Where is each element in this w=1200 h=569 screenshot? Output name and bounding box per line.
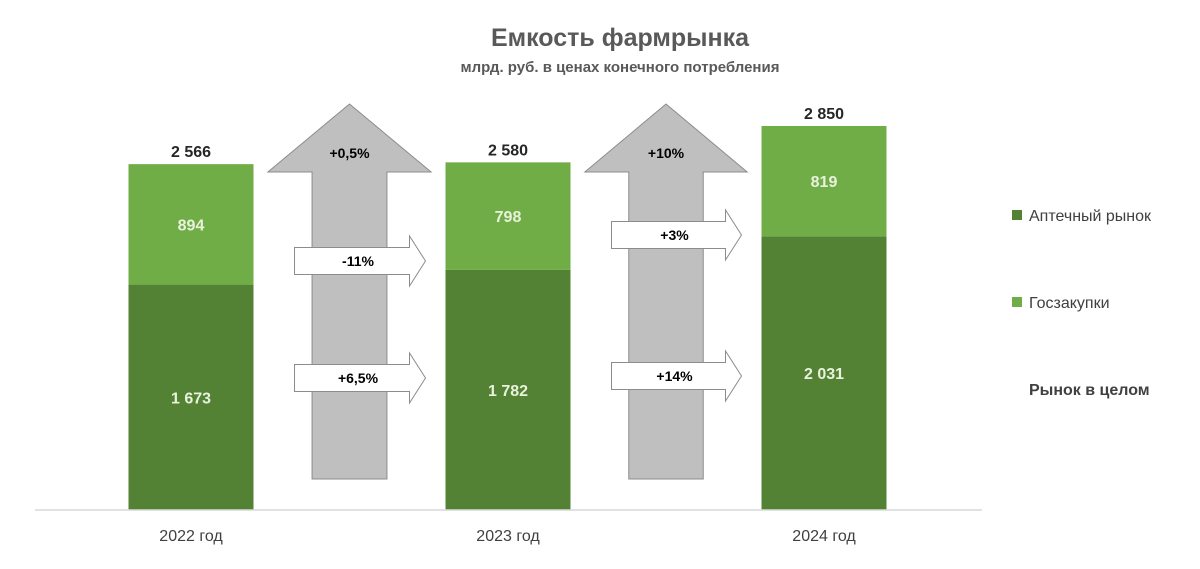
bar-pharmacy [761,236,887,510]
pharmacy-growth-label: +14% [656,368,693,384]
total-label: 2 566 [171,144,211,161]
gov-growth-label: -11% [342,253,374,269]
gov-growth-arrow [294,234,427,288]
data-label: 2 031 [804,366,844,383]
bar-gov [128,164,254,285]
legend-label-total: Рынок в целом [1029,382,1150,399]
total-label: 2 850 [804,106,844,123]
total-growth-label: +0,5% [329,145,370,161]
data-label: 819 [811,174,838,191]
legend-label-pharmacy: Аптечный рынок [1029,208,1152,225]
total-label: 2 580 [488,142,528,159]
bars: 1 673 894 2 566 1 782 798 2 580 2 031 819 2 850 [128,106,887,510]
x-tick-label: 2022 год [159,528,223,545]
data-label: 1 673 [171,390,211,407]
x-axis-labels: 2022 год 2023 год 2024 год [159,528,856,545]
pharmacy-growth-label: +6,5% [338,370,379,386]
data-label: 1 782 [488,383,528,400]
legend-label-gov: Госзакупки [1029,295,1110,312]
growth-arrows: +0,5% -11% +6,5% +10% +3% +14% [266,103,749,480]
data-label: 894 [178,217,205,234]
legend: Аптечный рынок Госзакупки Рынок в целом [1012,208,1152,399]
legend-swatch-gov [1012,297,1022,307]
bar-gov [445,162,571,270]
pharmacy-growth-arrow [611,349,743,403]
total-growth-label: +10% [648,145,685,161]
x-tick-label: 2024 год [792,528,856,545]
bar-pharmacy [128,284,254,510]
total-growth-arrow [583,103,749,480]
pharmacy-growth-arrow [294,351,427,405]
gov-growth-label: +3% [660,227,689,243]
gov-growth-arrow [611,208,743,262]
bar-gov [761,126,887,237]
x-tick-label: 2023 год [476,528,540,545]
data-label: 798 [495,209,522,226]
chart-subtitle: млрд. руб. в ценах конечного потребления [461,59,780,76]
legend-swatch-pharmacy [1012,210,1022,220]
bar-pharmacy [445,269,571,510]
chart-title: Емкость фармрынка [491,24,750,52]
total-growth-arrow [266,103,433,480]
